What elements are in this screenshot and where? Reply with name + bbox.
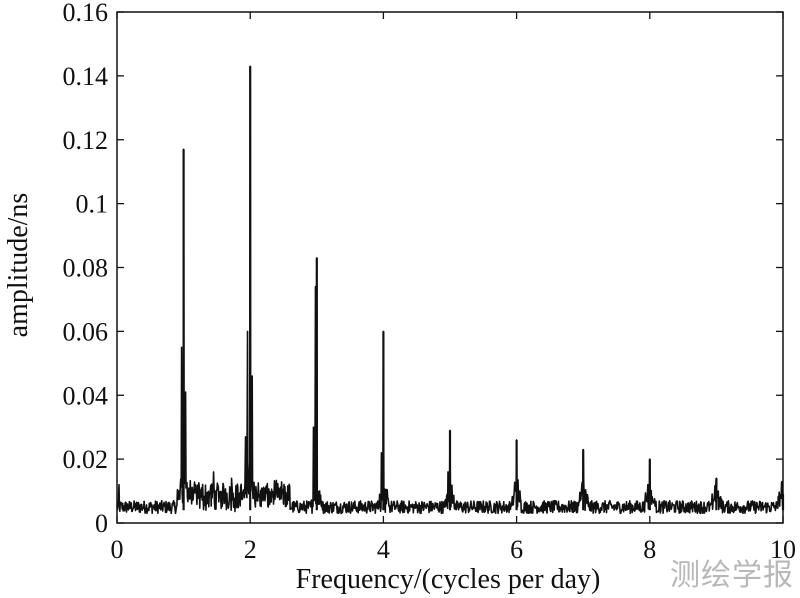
y-tick-label: 0.08 (63, 254, 109, 283)
spectrum-line (116, 65, 784, 515)
y-axis-title: amplitude/ns (3, 193, 34, 338)
plot-area (116, 65, 785, 515)
y-tick-label: 0.06 (63, 317, 109, 346)
x-tick-label: 8 (643, 535, 656, 564)
tick-labels: 0 2 4 6 8 10 0 0.02 0.04 0.06 0.08 0.1 0.12 0.14 0.16 (63, 0, 797, 564)
y-tick-label: 0.16 (63, 0, 109, 27)
y-tick-label: 0.02 (63, 445, 109, 474)
y-tick-label: 0 (95, 509, 108, 538)
axes (116, 11, 784, 524)
watermark: 测绘学报 (670, 558, 794, 593)
y-tick-label: 0.12 (63, 126, 109, 155)
y-tick-label: 0.14 (63, 62, 109, 91)
x-tick-label: 2 (244, 535, 257, 564)
x-tick-label: 10 (770, 535, 796, 564)
x-axis-title: Frequency/(cycles per day) (296, 564, 601, 595)
y-tick-label: 0.04 (63, 381, 109, 410)
y-tick-label: 0.1 (76, 190, 109, 219)
x-tick-label: 6 (510, 535, 523, 564)
x-tick-label: 0 (111, 535, 124, 564)
x-tick-label: 4 (377, 535, 390, 564)
